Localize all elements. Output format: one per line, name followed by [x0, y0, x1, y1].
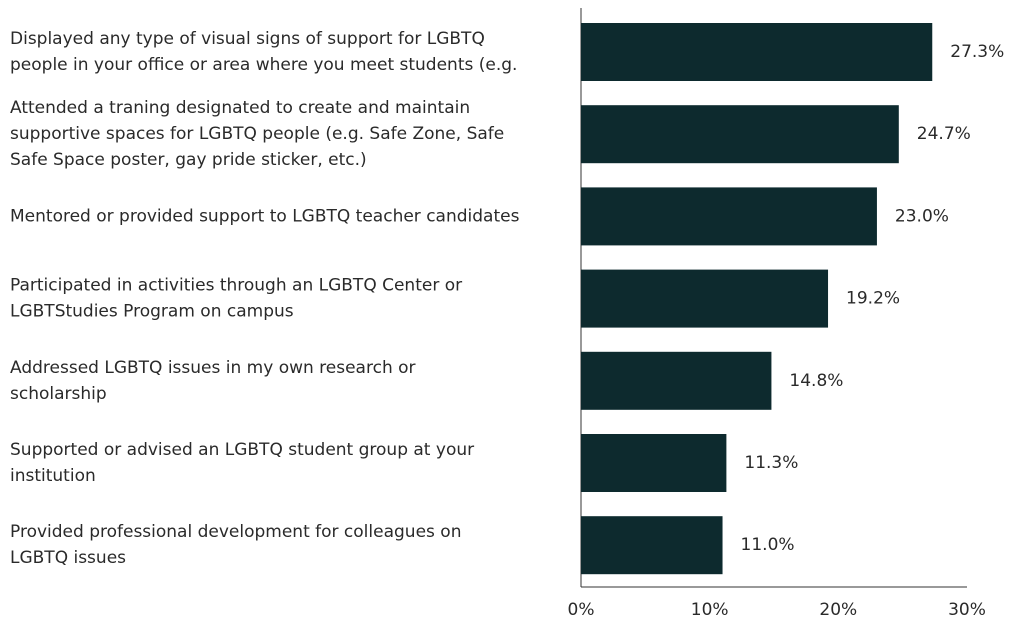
value-label: 14.8% [789, 371, 843, 391]
category-label: institution [10, 466, 96, 486]
category-label: Mentored or provided support to LGBTQ te… [10, 206, 520, 226]
value-label: 24.7% [917, 124, 971, 144]
category-label: Participated in activities through an LG… [10, 276, 462, 296]
bar [581, 187, 877, 246]
category-label: Supported or advised an LGBTQ student gr… [10, 440, 474, 460]
category-label: LGBTQ issues [10, 548, 126, 568]
x-tick-label: 30% [948, 600, 986, 620]
value-label: 27.3% [950, 42, 1004, 62]
category-label: Attended a traning designated to create … [10, 98, 470, 118]
category-label: Displayed any type of visual signs of su… [10, 29, 485, 49]
value-label: 11.0% [741, 535, 795, 555]
bar [581, 351, 772, 410]
value-label: 19.2% [846, 289, 900, 309]
bar [581, 105, 899, 164]
category-label: Provided professional development for co… [10, 522, 461, 542]
category-label: supportive spaces for LGBTQ people (e.g.… [10, 124, 504, 144]
category-label: people in your office or area where you … [10, 55, 517, 75]
x-tick-label: 20% [819, 600, 857, 620]
bar [581, 434, 727, 492]
bar [581, 516, 723, 575]
category-label: LGBTStudies Program on campus [10, 302, 294, 322]
bar [581, 269, 829, 328]
category-label: Safe Space poster, gay pride sticker, et… [10, 150, 367, 170]
x-tick-label: 0% [568, 600, 595, 620]
category-label: Addressed LGBTQ issues in my own researc… [10, 358, 416, 378]
value-label: 11.3% [744, 453, 798, 473]
x-tick-label: 10% [691, 600, 729, 620]
value-label: 23.0% [895, 206, 949, 226]
category-label: scholarship [10, 384, 107, 404]
bar [581, 23, 933, 81]
